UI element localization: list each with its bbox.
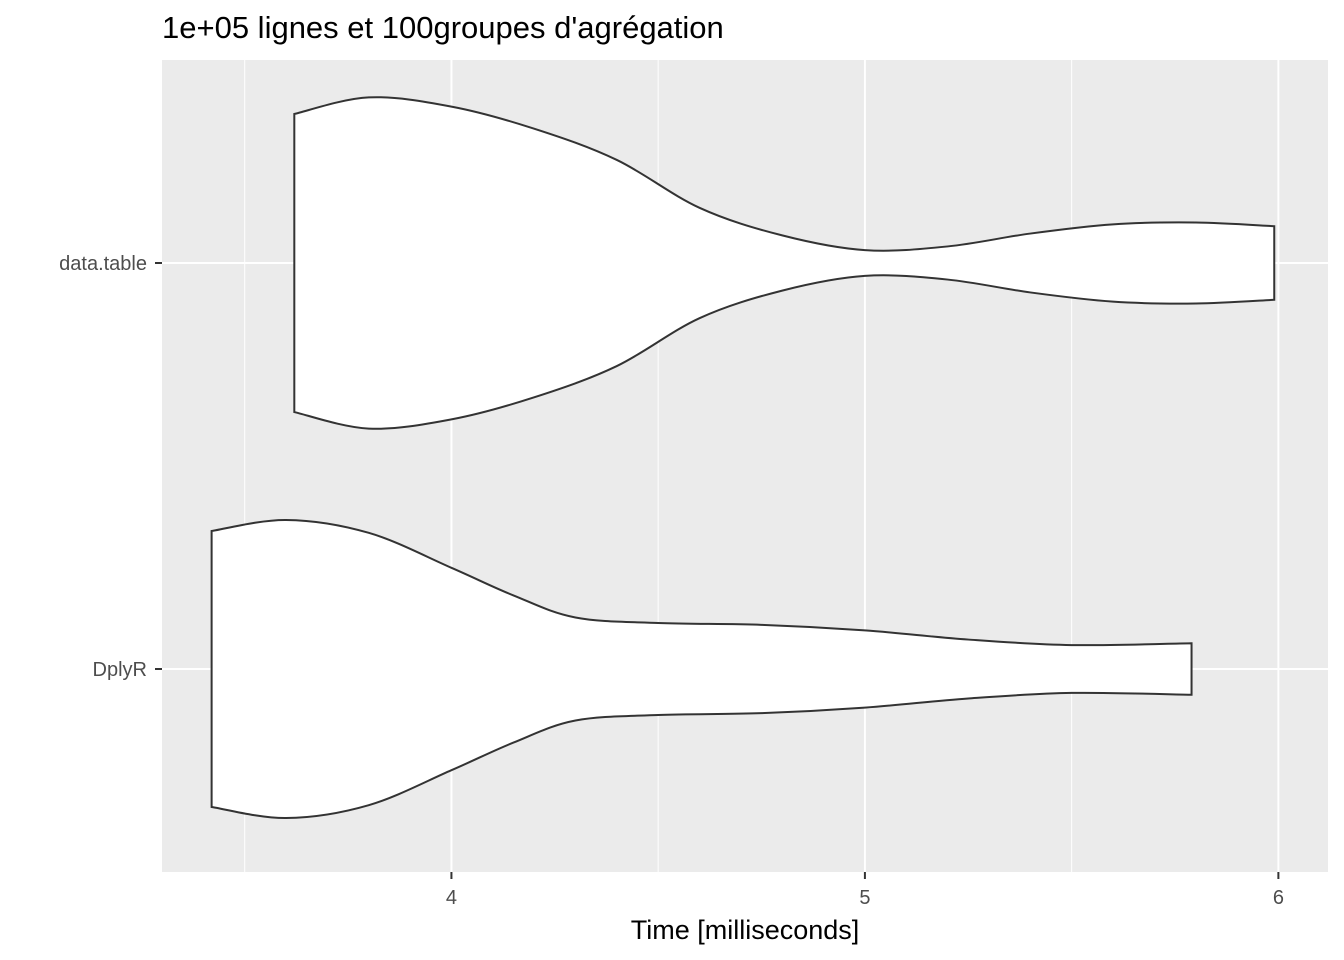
axes: 4 5 6 DplyR data.table (59, 253, 1284, 909)
violins (210, 96, 1276, 820)
violin-data-table (293, 96, 1276, 430)
chart-title: 1e+05 lignes et 100groupes d'agrégation (162, 10, 724, 45)
x-axis-title: Time [milliseconds] (631, 915, 860, 945)
violin-dplyr (210, 518, 1193, 820)
y-tick-label: DplyR (93, 659, 147, 681)
x-tick-label: 5 (859, 887, 870, 909)
y-tick-label: data.table (59, 253, 147, 275)
x-tick-label: 6 (1273, 887, 1284, 909)
x-tick-label: 4 (446, 887, 457, 909)
